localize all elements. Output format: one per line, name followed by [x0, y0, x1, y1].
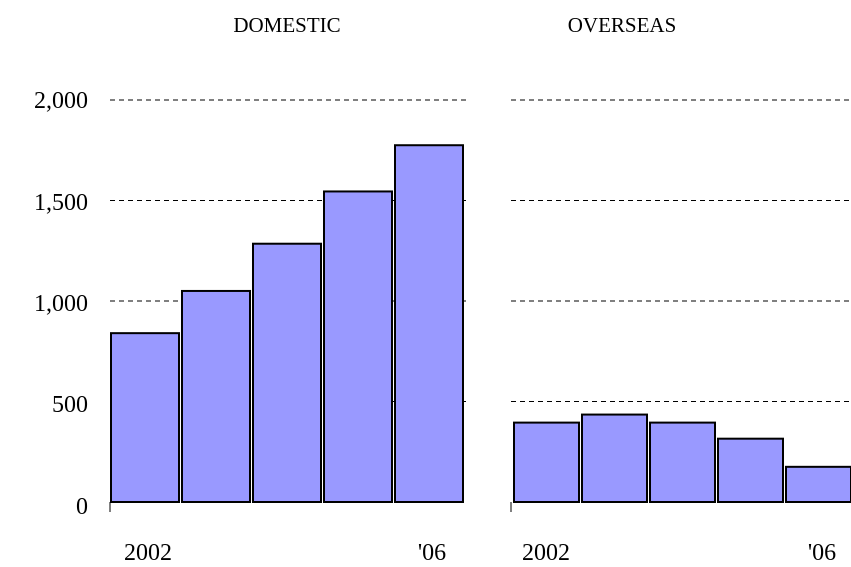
y-tick-label: 2,000	[34, 88, 88, 114]
panel-title: OVERSEAS	[568, 13, 677, 37]
bar-2004	[252, 242, 322, 503]
y-tick-label: 1,000	[34, 291, 88, 317]
bar-2002	[513, 421, 580, 504]
x-tick-label-end: '06	[418, 540, 446, 566]
bars	[513, 413, 851, 504]
bar-2005	[323, 190, 393, 504]
x-tick-label-end: '06	[808, 540, 836, 566]
bar-2002	[110, 332, 180, 503]
y-axis-labels: 2,000 1,500 1,000 500 0	[34, 88, 88, 520]
bar-2004	[649, 421, 716, 504]
x-tick-label-start: 2002	[522, 540, 570, 566]
bar-2006	[394, 144, 464, 503]
bars	[110, 144, 464, 504]
overseas-panel: OVERSEAS 2002 '06	[510, 13, 851, 566]
x-tick-label-start: 2002	[124, 540, 172, 566]
bar-2003	[581, 413, 648, 503]
y-tick-label: 1,500	[34, 190, 88, 216]
bar-2006	[785, 465, 851, 504]
panel-title: DOMESTIC	[233, 13, 340, 37]
y-tick-label: 500	[52, 392, 88, 418]
domestic-panel: DOMESTIC 2002 '06	[109, 13, 466, 566]
bar-2003	[181, 289, 251, 504]
y-tick-label: 0	[76, 494, 88, 520]
gridlines	[511, 99, 851, 402]
bar-2005	[717, 437, 784, 503]
